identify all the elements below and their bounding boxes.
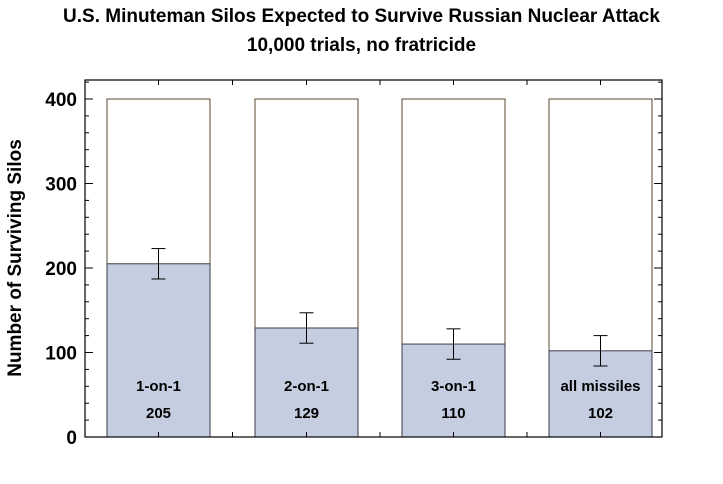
y-tick-label: 100	[45, 344, 77, 365]
category-label: 1-on-1	[136, 378, 181, 395]
chart-title: U.S. Minuteman Silos Expected to Survive…	[63, 6, 660, 27]
data-label: 102	[588, 405, 613, 422]
y-axis-label: Number of Surviving Silos	[5, 139, 26, 377]
category-label: all missiles	[560, 378, 640, 395]
y-tick-label: 400	[45, 90, 77, 111]
y-tick-label: 300	[45, 175, 77, 196]
chart-subtitle: 10,000 trials, no fratricide	[246, 35, 477, 56]
y-tick-label: 200	[45, 259, 77, 280]
category-label: 3-on-1	[431, 378, 476, 395]
bar	[254, 327, 359, 438]
bar	[106, 263, 211, 438]
data-label: 110	[441, 405, 465, 422]
plot-frame	[84, 79, 663, 438]
data-label: 205	[146, 405, 171, 422]
data-label: 129	[294, 405, 319, 422]
y-tick-label: 0	[66, 428, 77, 449]
category-label: 2-on-1	[284, 378, 329, 395]
